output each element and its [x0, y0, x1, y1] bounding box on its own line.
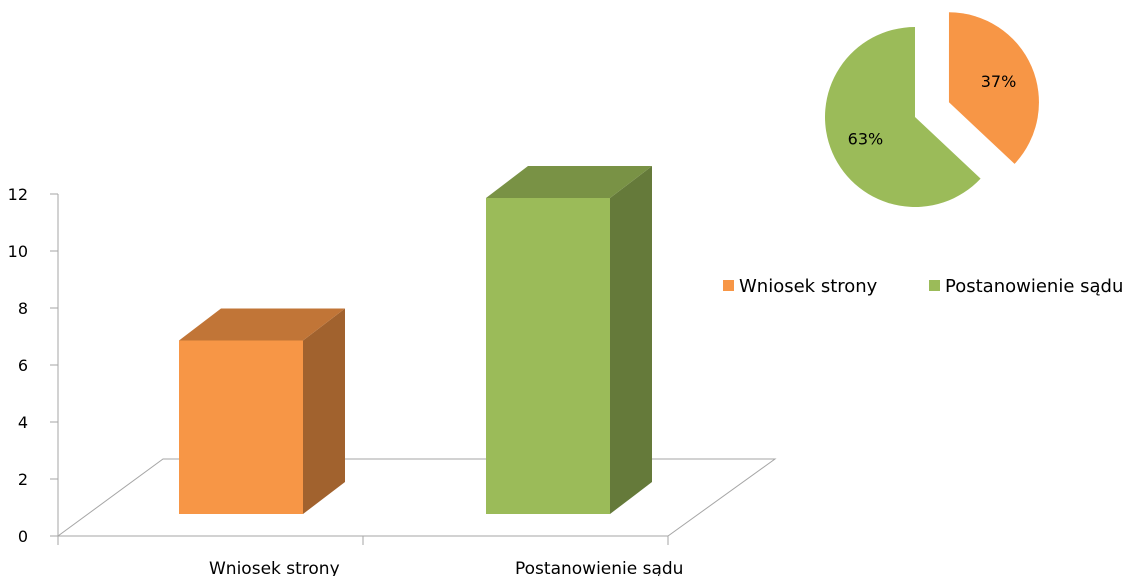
- legend-label: Postanowienie sądu: [945, 276, 1123, 297]
- pie-legend: Wniosek strony Postanowienie sądu: [723, 276, 1123, 297]
- bar-top: [486, 166, 652, 198]
- bar-1: [486, 166, 652, 514]
- x-category-label: Postanowienie sądu: [515, 559, 683, 576]
- bar-front: [179, 340, 303, 514]
- pie-slice: [824, 27, 981, 207]
- chart-floor: [56, 458, 777, 537]
- pie-slice: [948, 12, 1039, 164]
- legend-swatch: [929, 280, 940, 291]
- y-axis: 0 2 4 6 8 10 12: [8, 185, 58, 546]
- bar-0: [179, 308, 345, 514]
- y-tick-label: 0: [18, 527, 28, 546]
- bar-series: [179, 166, 652, 514]
- bar-side: [303, 308, 345, 514]
- bar-side: [610, 166, 652, 514]
- y-tick-label: 2: [18, 470, 28, 489]
- y-tick-label: 4: [18, 413, 28, 432]
- bar-front: [486, 198, 610, 514]
- y-tick-label: 10: [8, 242, 28, 261]
- pie-chart: 37% 63%: [824, 12, 1039, 207]
- bar-top: [179, 308, 345, 341]
- x-axis-labels: Wniosek strony Postanowienie sądu: [209, 559, 683, 576]
- legend-swatch: [723, 280, 734, 291]
- legend-item: Wniosek strony: [723, 276, 878, 297]
- y-tick-label: 8: [18, 299, 28, 318]
- legend-label: Wniosek strony: [739, 276, 878, 297]
- x-category-label: Wniosek strony: [209, 559, 340, 576]
- y-tick-label: 6: [18, 356, 28, 375]
- pie-data-label: 37%: [981, 72, 1017, 91]
- pie-data-label: 63%: [848, 129, 884, 148]
- y-tick-label: 12: [8, 185, 28, 204]
- legend-item: Postanowienie sądu: [929, 276, 1123, 297]
